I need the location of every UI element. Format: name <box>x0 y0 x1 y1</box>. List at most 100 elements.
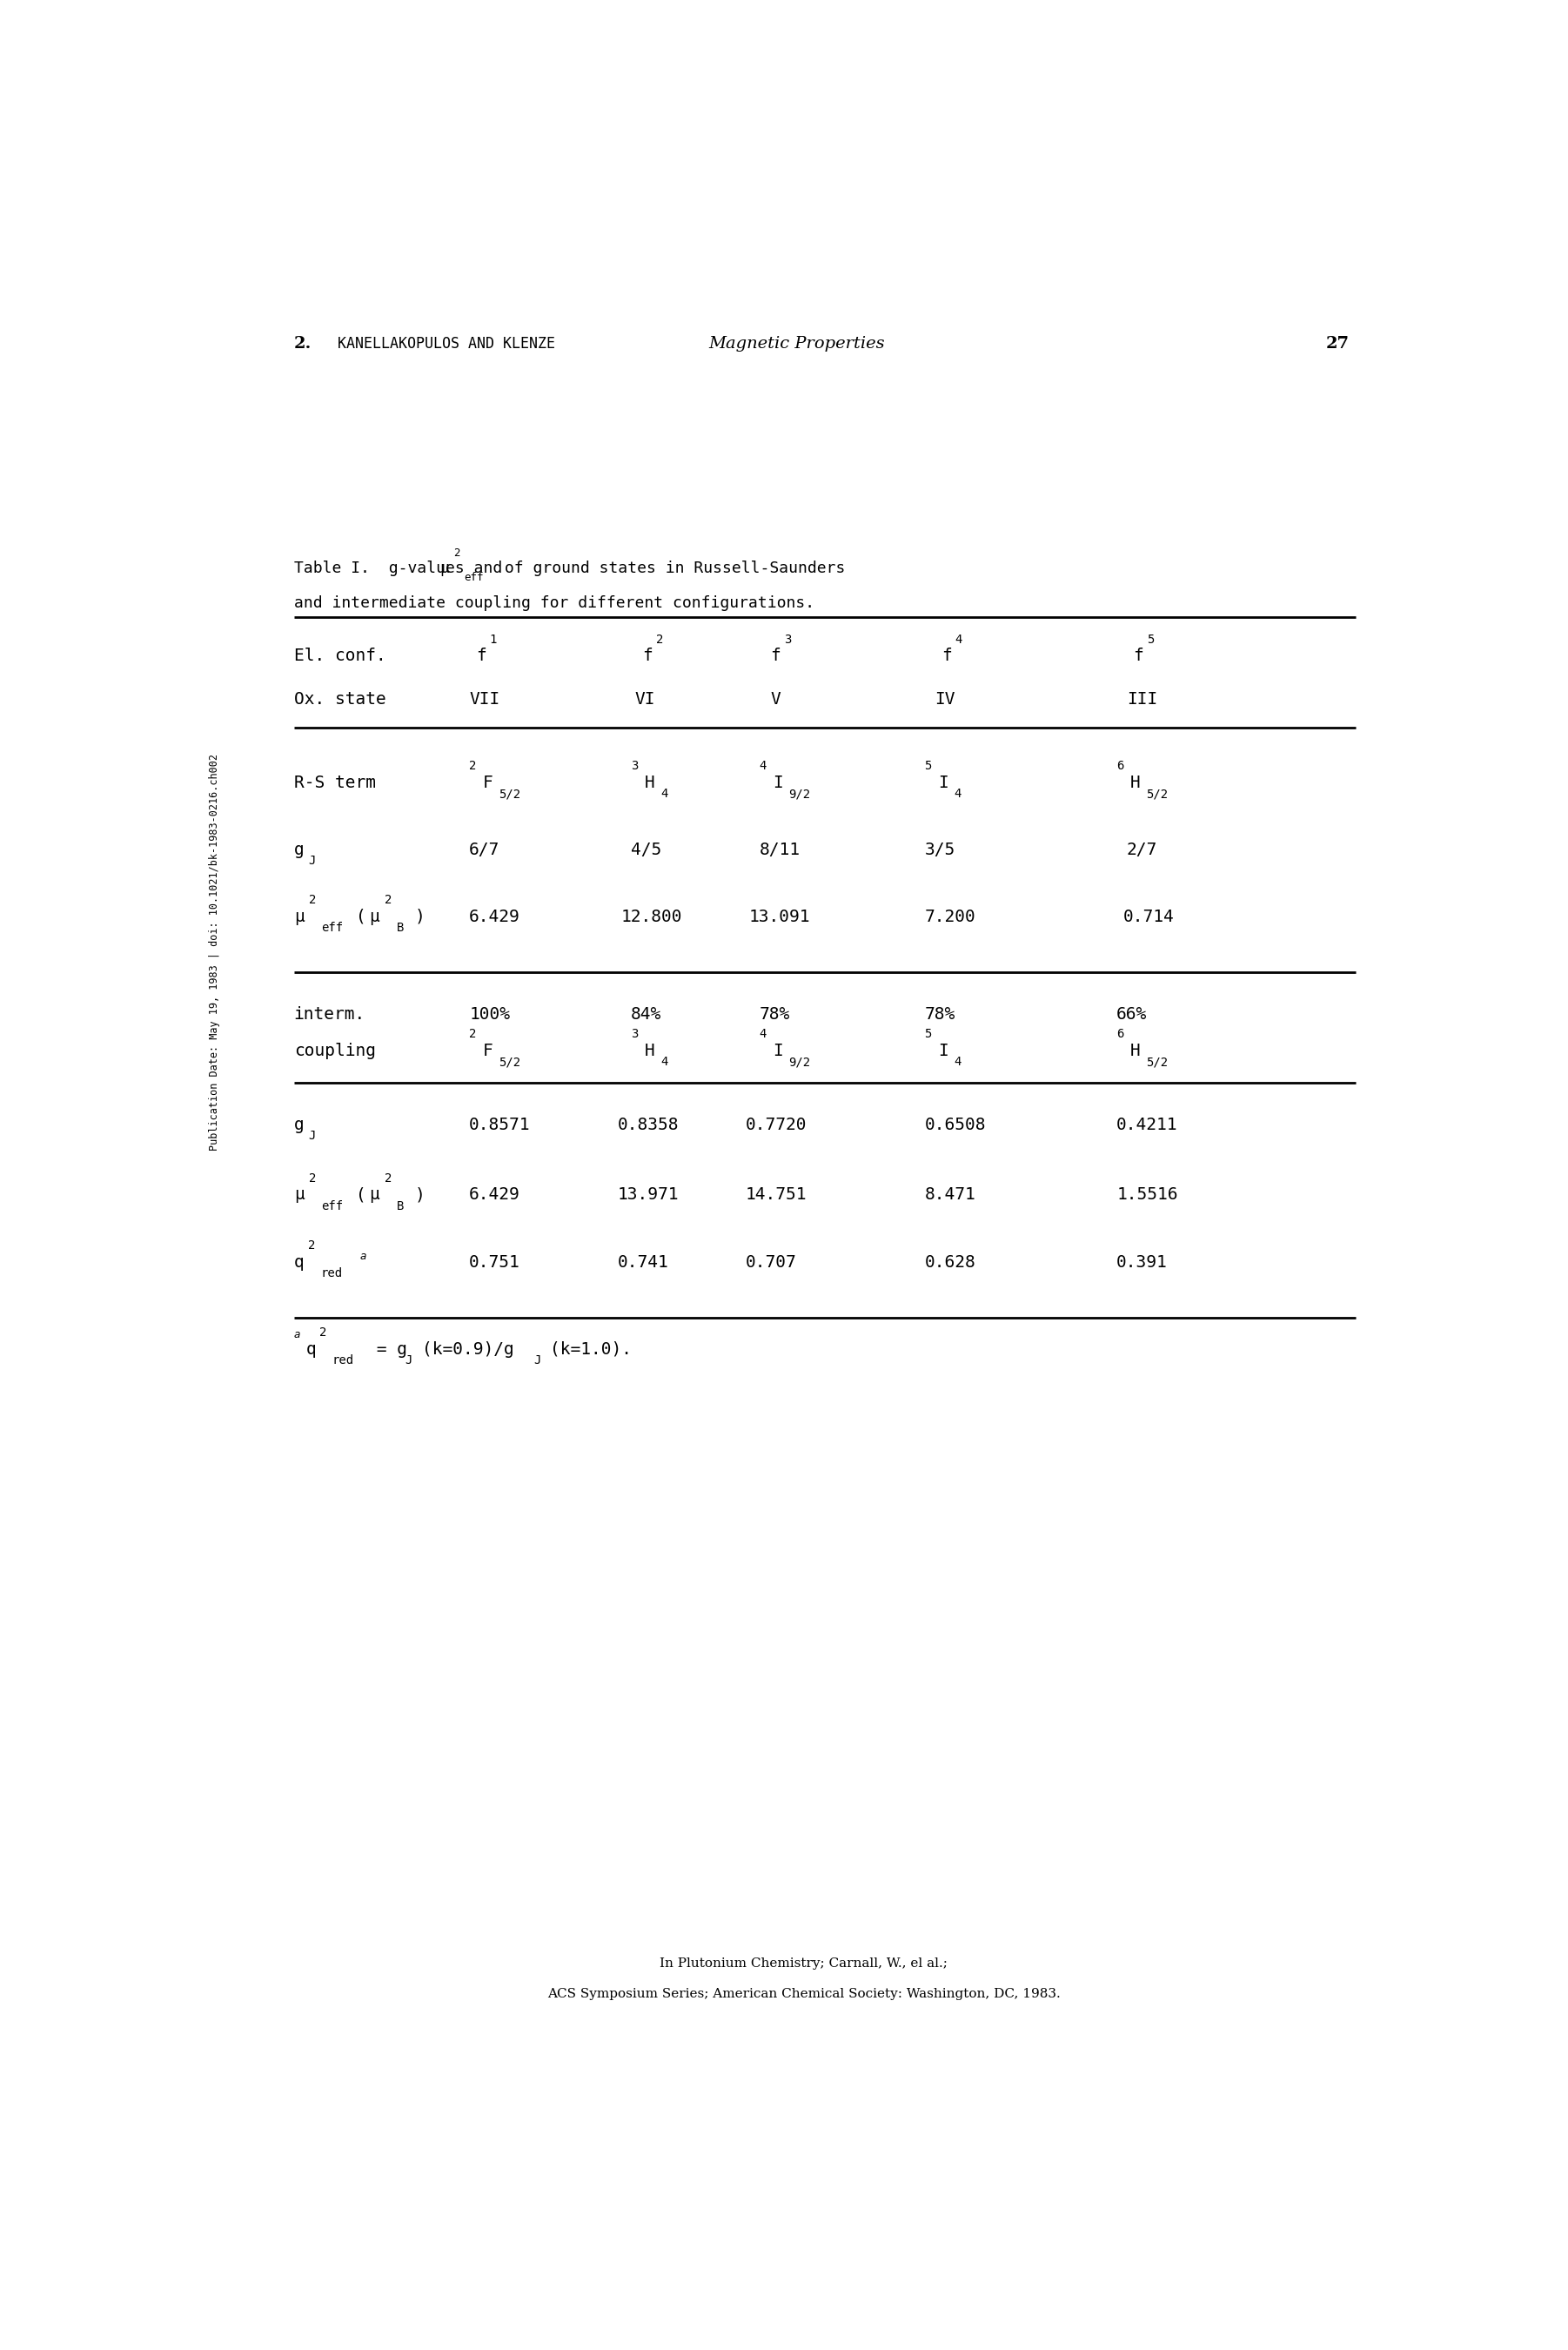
Text: H: H <box>1131 776 1140 792</box>
Text: J: J <box>533 1354 541 1365</box>
Text: 2.: 2. <box>293 336 312 350</box>
Text: ACS Symposium Series; American Chemical Society: Washington, DC, 1983.: ACS Symposium Series; American Chemical … <box>547 1988 1060 2000</box>
Text: VI: VI <box>635 691 655 707</box>
Text: I: I <box>773 1043 782 1060</box>
Text: 4/5: 4/5 <box>630 841 662 858</box>
Text: 5: 5 <box>924 1027 931 1041</box>
Text: μ: μ <box>439 559 448 576</box>
Text: 2: 2 <box>384 1173 392 1184</box>
Text: 0.4211: 0.4211 <box>1116 1116 1178 1133</box>
Text: 5: 5 <box>924 759 931 773</box>
Text: 4: 4 <box>953 1055 961 1069</box>
Text: eff: eff <box>321 921 343 935</box>
Text: 0.8358: 0.8358 <box>618 1116 679 1133</box>
Text: 3: 3 <box>630 759 638 773</box>
Text: 5: 5 <box>1146 634 1154 646</box>
Text: H: H <box>644 1043 655 1060</box>
Text: VII: VII <box>469 691 500 707</box>
Text: 6.429: 6.429 <box>469 1187 521 1203</box>
Text: IV: IV <box>935 691 955 707</box>
Text: 0.628: 0.628 <box>924 1255 975 1271</box>
Text: q: q <box>306 1342 317 1358</box>
Text: 1: 1 <box>489 634 497 646</box>
Text: 3: 3 <box>784 634 792 646</box>
Text: 2: 2 <box>453 548 459 559</box>
Text: 27: 27 <box>1325 336 1348 350</box>
Text: 0.751: 0.751 <box>469 1255 521 1271</box>
Text: 100%: 100% <box>469 1006 510 1022</box>
Text: F: F <box>483 1043 492 1060</box>
Text: 6.429: 6.429 <box>469 909 521 926</box>
Text: 4: 4 <box>660 1055 668 1069</box>
Text: and intermediate coupling for different configurations.: and intermediate coupling for different … <box>293 595 814 611</box>
Text: Table I.  g-values and: Table I. g-values and <box>293 559 511 576</box>
Text: 2/7: 2/7 <box>1127 841 1157 858</box>
Text: eff: eff <box>321 1201 343 1213</box>
Text: ): ) <box>416 909 425 926</box>
Text: f: f <box>475 646 486 663</box>
Text: 4: 4 <box>953 787 961 801</box>
Text: 14.751: 14.751 <box>746 1187 808 1203</box>
Text: = g: = g <box>367 1342 408 1358</box>
Text: 9/2: 9/2 <box>789 787 811 801</box>
Text: μ: μ <box>370 909 379 926</box>
Text: R-S term: R-S term <box>293 776 376 792</box>
Text: g: g <box>293 1116 304 1133</box>
Text: 0.714: 0.714 <box>1123 909 1174 926</box>
Text: 8/11: 8/11 <box>759 841 800 858</box>
Text: 9/2: 9/2 <box>789 1055 811 1069</box>
Text: coupling: coupling <box>293 1043 376 1060</box>
Text: 0.7720: 0.7720 <box>746 1116 808 1133</box>
Text: μ: μ <box>293 1187 304 1203</box>
Text: 6: 6 <box>1116 759 1124 773</box>
Text: 2: 2 <box>655 634 663 646</box>
Text: 1.5516: 1.5516 <box>1116 1187 1178 1203</box>
Text: J: J <box>405 1354 412 1365</box>
Text: (: ( <box>356 1187 365 1203</box>
Text: f: f <box>770 646 781 663</box>
Text: KANELLAKOPULOS AND KLENZE: KANELLAKOPULOS AND KLENZE <box>337 336 555 350</box>
Text: Publication Date: May 19, 1983 | doi: 10.1021/bk-1983-0216.ch002: Publication Date: May 19, 1983 | doi: 10… <box>209 754 221 1152</box>
Text: 3/5: 3/5 <box>924 841 955 858</box>
Text: 5/2: 5/2 <box>499 1055 521 1069</box>
Text: 2: 2 <box>469 759 477 773</box>
Text: 2: 2 <box>384 893 392 907</box>
Text: μ: μ <box>370 1187 379 1203</box>
Text: red: red <box>321 1267 343 1278</box>
Text: F: F <box>483 776 492 792</box>
Text: 4: 4 <box>660 787 668 801</box>
Text: I: I <box>938 776 949 792</box>
Text: g: g <box>293 841 304 858</box>
Text: H: H <box>1131 1043 1140 1060</box>
Text: I: I <box>938 1043 949 1060</box>
Text: 3: 3 <box>630 1027 638 1041</box>
Text: 0.741: 0.741 <box>618 1255 668 1271</box>
Text: 0.6508: 0.6508 <box>924 1116 986 1133</box>
Text: 5/2: 5/2 <box>499 787 521 801</box>
Text: (k=0.9)/g: (k=0.9)/g <box>422 1342 514 1358</box>
Text: 2: 2 <box>307 1238 315 1250</box>
Text: H: H <box>644 776 655 792</box>
Text: B: B <box>397 1201 403 1213</box>
Text: f: f <box>643 646 652 663</box>
Text: J: J <box>307 1130 315 1142</box>
Text: 8.471: 8.471 <box>924 1187 975 1203</box>
Text: Ox. state: Ox. state <box>293 691 386 707</box>
Text: (k=1.0).: (k=1.0). <box>550 1342 632 1358</box>
Text: 6: 6 <box>1116 1027 1124 1041</box>
Text: 6/7: 6/7 <box>469 841 500 858</box>
Text: In Plutonium Chemistry; Carnall, W., el al.;: In Plutonium Chemistry; Carnall, W., el … <box>660 1958 947 1969</box>
Text: 4: 4 <box>759 759 767 773</box>
Text: 0.8571: 0.8571 <box>469 1116 530 1133</box>
Text: El. conf.: El. conf. <box>293 646 386 663</box>
Text: III: III <box>1127 691 1157 707</box>
Text: ): ) <box>416 1187 425 1203</box>
Text: 5/2: 5/2 <box>1146 787 1168 801</box>
Text: 78%: 78% <box>924 1006 955 1022</box>
Text: f: f <box>941 646 952 663</box>
Text: Magnetic Properties: Magnetic Properties <box>709 336 884 350</box>
Text: of ground states in Russell-Saunders: of ground states in Russell-Saunders <box>495 559 845 576</box>
Text: 7.200: 7.200 <box>924 909 975 926</box>
Text: q: q <box>293 1255 304 1271</box>
Text: eff: eff <box>464 571 483 583</box>
